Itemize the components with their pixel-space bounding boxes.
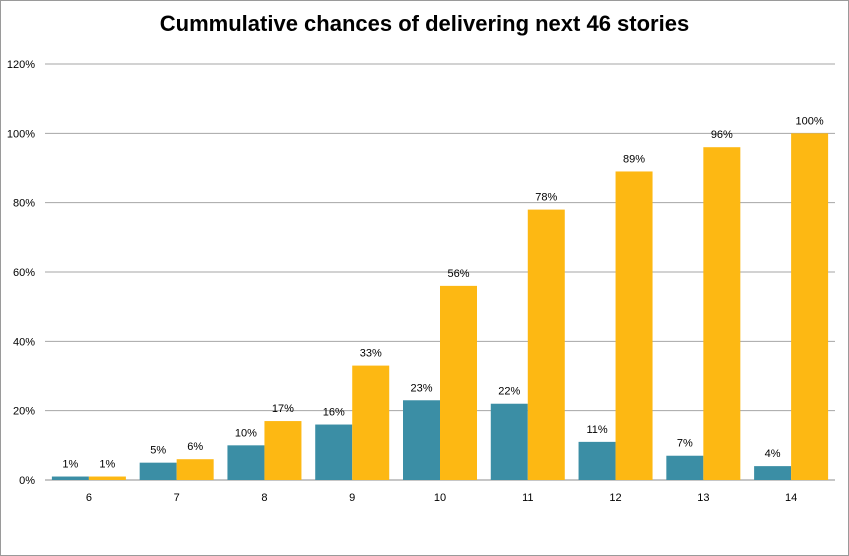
data-label: 7% xyxy=(677,438,693,450)
y-tick-label: 0% xyxy=(19,475,35,487)
chart-title: Cummulative chances of delivering next 4… xyxy=(159,11,690,36)
data-label: 6% xyxy=(187,441,203,453)
bar-series-1 xyxy=(51,476,89,480)
y-tick-label: 60% xyxy=(13,267,35,279)
data-label: 100% xyxy=(796,115,824,127)
x-tick-label: 6 xyxy=(86,492,92,504)
data-label: 78% xyxy=(535,192,557,204)
bar-series-1 xyxy=(315,424,353,480)
x-tick-label: 14 xyxy=(785,492,797,504)
x-tick-label: 10 xyxy=(434,492,446,504)
x-tick-label: 12 xyxy=(609,492,621,504)
x-tick-label: 13 xyxy=(697,492,709,504)
data-label: 11% xyxy=(586,424,607,436)
bar-series-1 xyxy=(403,400,440,480)
bar-series-2 xyxy=(264,421,302,480)
bar-series-1 xyxy=(227,445,265,480)
x-tick-label: 7 xyxy=(174,492,180,504)
data-label: 4% xyxy=(765,448,781,460)
data-label: 16% xyxy=(323,407,345,419)
data-label: 23% xyxy=(410,382,432,394)
x-tick-label: 8 xyxy=(261,492,267,504)
x-tick-label: 11 xyxy=(522,492,533,504)
data-label: 1% xyxy=(99,459,115,471)
x-tick-label: 9 xyxy=(349,492,355,504)
bar-series-1 xyxy=(490,403,528,480)
y-tick-label: 20% xyxy=(13,406,35,418)
y-tick-label: 40% xyxy=(13,336,35,348)
bar-series-1 xyxy=(666,455,704,480)
bar-series-1 xyxy=(754,466,792,480)
bar-series-2 xyxy=(703,147,741,480)
bar-series-1 xyxy=(578,441,616,480)
data-label: 96% xyxy=(711,129,733,141)
data-label: 22% xyxy=(498,386,520,398)
data-label: 89% xyxy=(623,153,645,165)
y-tick-label: 80% xyxy=(13,198,35,210)
data-label: 17% xyxy=(272,403,294,415)
data-label: 5% xyxy=(150,445,166,457)
bar-series-2 xyxy=(791,133,829,481)
y-tick-label: 100% xyxy=(7,128,35,140)
bar-series-2 xyxy=(615,171,653,480)
bar-series-1 xyxy=(139,462,177,480)
y-tick-label: 120% xyxy=(7,59,35,71)
bar-series-2 xyxy=(176,459,214,480)
data-label: 56% xyxy=(447,268,469,280)
bar-series-2 xyxy=(352,365,390,480)
bar-series-2 xyxy=(440,285,477,480)
data-label: 10% xyxy=(235,427,257,439)
bar-series-2 xyxy=(88,476,126,480)
data-label: 1% xyxy=(62,459,78,471)
data-label: 33% xyxy=(360,348,382,360)
bar-series-2 xyxy=(527,209,565,480)
